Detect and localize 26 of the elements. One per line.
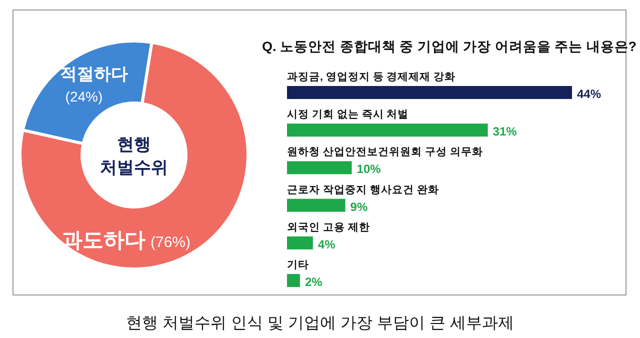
bar xyxy=(287,161,352,174)
data-label: 2% xyxy=(304,275,323,289)
slice-label: 적절하다 xyxy=(60,64,128,84)
y-tick-label: 과징금, 영업정지 등 경제제재 강화 xyxy=(287,71,456,83)
y-tick-label: 기타 xyxy=(287,259,309,271)
data-label: 4% xyxy=(318,237,336,252)
y-tick-label: 원하청 산업안전보건위원회 구성 의무화 xyxy=(287,146,483,158)
data-label: 44% xyxy=(577,87,602,101)
bar xyxy=(287,86,572,99)
data-label: 9% xyxy=(350,200,368,214)
donut-slice xyxy=(18,40,250,270)
bar xyxy=(287,124,488,137)
text: 현행 처벌수위 인식 및 기업에 가장 부담이 큰 세부과제 xyxy=(126,315,514,332)
y-tick-label: 외국인 고용 제한 xyxy=(287,221,370,234)
slice-label: 과도하다 xyxy=(61,229,146,252)
data-label: (24%) xyxy=(65,88,103,104)
bar xyxy=(287,274,300,287)
data-label: 10% xyxy=(356,162,382,176)
y-tick-label: 근로자 작업중지 행사요건 완화 xyxy=(287,184,439,196)
data-label: 31% xyxy=(492,124,518,139)
data-label: (76%) xyxy=(150,234,191,251)
chart-title: Q. 노동안전 종합대책 중 기업에 가장 어려움을 주는 내용은? xyxy=(262,39,637,54)
y-tick-label: 시정 기회 없는 즉시 처벌 xyxy=(287,108,409,121)
text: 현행 처벌수위 xyxy=(100,135,168,177)
bar xyxy=(287,236,313,250)
bar xyxy=(287,198,346,212)
